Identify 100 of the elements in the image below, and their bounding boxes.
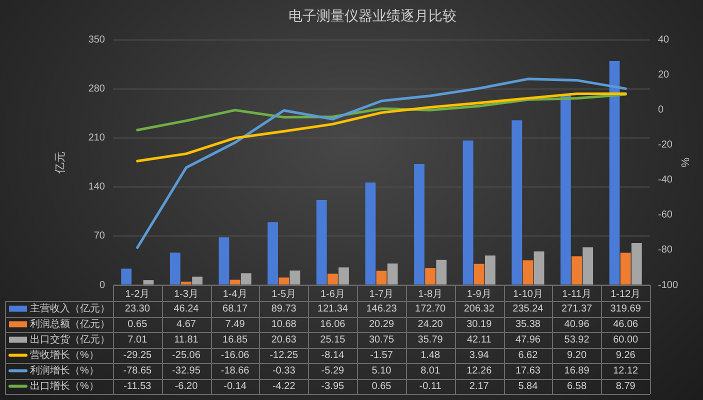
bar: [609, 61, 620, 284]
data-label: 16.89: [564, 366, 590, 376]
x-tick-label: 1-4月: [222, 288, 248, 300]
data-label: -3.95: [321, 381, 345, 392]
data-label: 11.81: [174, 334, 199, 346]
data-label: 12.26: [466, 366, 492, 376]
data-label: 24.20: [418, 319, 444, 330]
y2-tick-label: -60: [658, 210, 673, 221]
data-label: -16.06: [220, 350, 250, 361]
bar: [414, 164, 424, 284]
data-label: -12.25: [270, 350, 298, 361]
data-label: -5.29: [321, 366, 345, 376]
bar: [365, 182, 376, 284]
y2-tick-label: -80: [658, 244, 673, 256]
data-label: 7.49: [225, 319, 246, 330]
data-label: -0.11: [419, 381, 442, 392]
data-label: 0.65: [128, 319, 148, 330]
data-label: -32.95: [172, 366, 201, 376]
data-label: 20.29: [368, 319, 394, 330]
data-label: 9.26: [616, 350, 636, 361]
data-label: 5.10: [372, 366, 392, 376]
x-tick-label: 1-12月: [610, 288, 641, 300]
bar: [230, 280, 240, 284]
data-label: 8.79: [616, 381, 636, 392]
data-label: 68.17: [222, 304, 248, 314]
y-tick-label: 280: [88, 84, 106, 95]
data-label: 35.38: [515, 319, 541, 330]
chart-title: 电子测量仪器业绩逐月比较: [288, 7, 456, 24]
y2-tick-label: -20: [658, 140, 673, 151]
data-label: 1.48: [420, 350, 440, 361]
bar: [316, 200, 327, 284]
bar: [376, 270, 387, 284]
legend-label: 出口增长（%）: [30, 380, 99, 392]
bar: [121, 268, 132, 284]
y-tick-label: 70: [94, 230, 106, 242]
data-label: 121.34: [317, 304, 348, 314]
data-label: 6.62: [518, 350, 538, 361]
data-label: 16.85: [222, 334, 248, 346]
bar: [436, 260, 447, 284]
bar: [522, 260, 534, 284]
x-tick-label: 1-11月: [562, 288, 592, 300]
bar: [338, 267, 349, 284]
bar: [192, 276, 202, 284]
bar: [620, 252, 631, 284]
data-label: 42.11: [466, 334, 492, 346]
data-label: 0.65: [372, 381, 392, 392]
y-tick-label: 0: [99, 280, 106, 291]
data-label: -78.65: [123, 366, 152, 376]
legend-label: 利润总额（亿元）: [30, 318, 110, 330]
y2-tick-label: 40: [658, 34, 670, 46]
y2-axis-title: %: [678, 158, 690, 168]
bar: [560, 94, 571, 284]
data-label: 30.75: [368, 334, 394, 346]
data-label: 23.30: [124, 304, 150, 314]
data-label: -8.14: [321, 350, 345, 361]
y-tick-label: 350: [88, 34, 106, 46]
data-label: -25.06: [172, 350, 201, 361]
y2-tick-label: 0: [658, 104, 664, 116]
x-tick-label: 1-8月: [418, 288, 443, 300]
legend-label: 主营收入（亿元）: [30, 302, 110, 314]
data-label: -18.66: [220, 366, 250, 376]
bar: [512, 120, 522, 284]
data-label: 12.12: [613, 366, 639, 376]
y-tick-label: 140: [88, 182, 106, 193]
x-tick-label: 1-7月: [369, 288, 394, 300]
bar: [631, 242, 642, 284]
bar: [218, 237, 230, 284]
data-label: 7.01: [128, 334, 148, 346]
data-label: -0.33: [272, 366, 296, 376]
data-label: 89.73: [271, 304, 297, 314]
data-label: 25.15: [320, 334, 346, 346]
data-label: 271.37: [561, 304, 592, 314]
bar: [582, 247, 594, 284]
bar: [462, 140, 474, 284]
bar: [572, 256, 582, 284]
y2-tick-label: -40: [658, 174, 673, 186]
data-label: 30.19: [466, 319, 492, 330]
data-label: 6.58: [567, 381, 587, 392]
x-tick-label: 1-5月: [272, 288, 296, 300]
data-label: 3.94: [469, 350, 490, 361]
legend-label: 利润增长（%）: [30, 364, 99, 376]
data-label: 235.24: [512, 304, 544, 314]
bar: [534, 251, 544, 284]
data-label: 53.92: [564, 334, 590, 346]
y-axis-title: 亿元: [54, 151, 67, 174]
data-label: 146.23: [366, 304, 398, 314]
data-label: -1.57: [370, 350, 394, 361]
legend-label: 出口交货（亿元）: [30, 334, 110, 346]
data-label: 8.01: [420, 366, 440, 376]
data-label: 16.06: [320, 319, 346, 330]
x-tick-label: 1-2月: [125, 288, 150, 300]
bar: [170, 252, 180, 284]
x-tick-label: 1-3月: [174, 288, 198, 300]
y2-tick-label: -100: [658, 280, 678, 291]
bar: [268, 222, 278, 284]
x-tick-label: 1-6月: [320, 288, 345, 300]
bar: [387, 263, 398, 284]
data-label: 172.70: [415, 304, 446, 314]
data-label: 4.67: [176, 319, 196, 330]
data-label: 60.00: [613, 334, 639, 346]
